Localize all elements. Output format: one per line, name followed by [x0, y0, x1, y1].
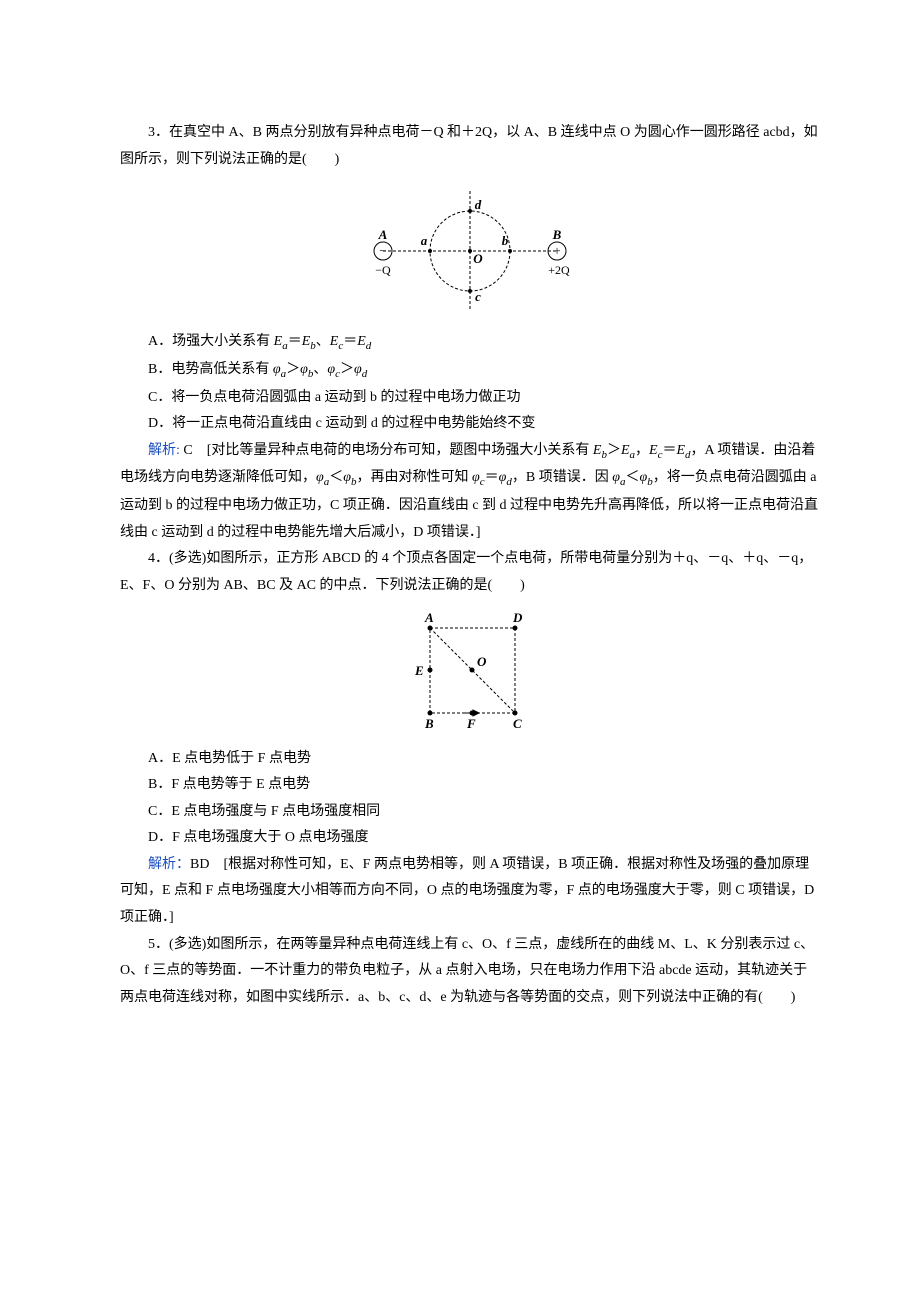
- svg-text:c: c: [475, 289, 481, 304]
- svg-text:B: B: [552, 227, 562, 242]
- q4-optA: A．E 点电势低于 F 点电势: [120, 746, 820, 773]
- q3-optD: D．将一正点电荷沿直线由 c 运动到 d 的过程中电势能始终不变: [120, 411, 820, 438]
- q4-stem: 4．(多选)如图所示，正方形 ABCD 的 4 个顶点各固定一个点电荷，所带电荷…: [120, 546, 820, 599]
- svg-text:−: −: [379, 243, 386, 258]
- svg-text:B: B: [424, 716, 434, 731]
- svg-text:a: a: [421, 233, 428, 248]
- q3-optC: C．将一负点电荷沿圆弧由 a 运动到 b 的过程中电场力做正功: [120, 385, 820, 412]
- q4-optC: C．E 点电场强度与 F 点电场强度相同: [120, 799, 820, 826]
- q5-stem: 5．(多选)如图所示，在两等量异种点电荷连线上有 c、O、f 三点，虚线所在的曲…: [120, 932, 820, 1012]
- q4-answer: 解析：BD [根据对称性可知，E、F 两点电势相等，则 A 项错误，B 项正确．…: [120, 852, 820, 932]
- svg-text:−Q: −Q: [375, 263, 391, 277]
- svg-text:O: O: [473, 251, 483, 266]
- svg-text:O: O: [477, 654, 487, 669]
- svg-text:D: D: [512, 610, 523, 625]
- answer-label: 解析：: [148, 857, 190, 872]
- q4-optB: B．F 点电势等于 E 点电势: [120, 772, 820, 799]
- svg-text:d: d: [475, 197, 482, 212]
- q4-optD: D．F 点电场强度大于 O 点电场强度: [120, 825, 820, 852]
- q3-optB: B．电势高低关系有 φa＞φb、φc＞φd: [120, 357, 820, 385]
- svg-text:+2Q: +2Q: [548, 263, 570, 277]
- svg-text:C: C: [513, 716, 522, 731]
- svg-text:F: F: [466, 716, 476, 731]
- svg-text:A: A: [378, 227, 388, 242]
- q3-optA: A．场强大小关系有 Ea＝Eb、Ec＝Ed: [120, 329, 820, 357]
- svg-text:+: +: [553, 243, 560, 258]
- svg-text:E: E: [414, 663, 424, 678]
- q3-figure: A B − + −Q +2Q a b O d c: [120, 181, 820, 321]
- answer-label: 解析:: [148, 443, 183, 458]
- q3-answer: 解析: C [对比等量异种点电荷的电场分布可知，题图中场强大小关系有 Eb＞Ea…: [120, 438, 820, 547]
- svg-text:A: A: [424, 610, 434, 625]
- svg-text:b: b: [502, 233, 509, 248]
- q3-stem: 3．在真空中 A、B 两点分别放有异种点电荷－Q 和＋2Q，以 A、B 连线中点…: [120, 120, 820, 173]
- q4-figure: A D B C E F O: [120, 608, 820, 738]
